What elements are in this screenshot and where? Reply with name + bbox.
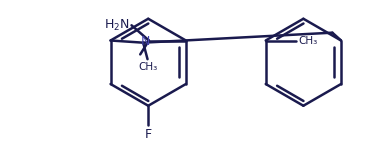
Text: N: N (141, 35, 150, 48)
Text: $\mathregular{H_2N}$: $\mathregular{H_2N}$ (104, 18, 130, 33)
Text: CH₃: CH₃ (298, 36, 317, 45)
Text: F: F (145, 128, 152, 141)
Text: CH₃: CH₃ (138, 62, 157, 72)
